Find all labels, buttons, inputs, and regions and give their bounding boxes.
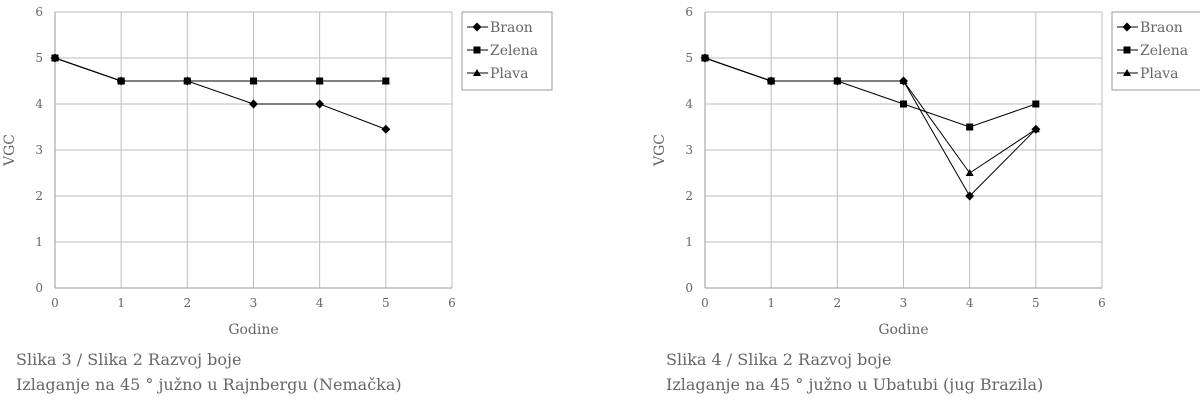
- x-tick-label: 5: [1032, 296, 1040, 310]
- data-point-plava: [833, 77, 842, 84]
- data-point-plava: [701, 54, 709, 61]
- figure-caption-right: Slika 4 / Slika 2 Razvoj boje Izlaganje …: [666, 347, 1043, 397]
- legend-marker-triangle: [1123, 69, 1131, 76]
- chart-panel-right: 0 1 2 3 4 5 6 0 1 2 3 4 5 6 Godine VGC Braon Zelena Plava …: [650, 0, 1200, 404]
- figure-caption-left: Slika 3 / Slika 2 Razvoj boje Izlaganje …: [16, 347, 402, 397]
- data-point-plava: [315, 77, 324, 84]
- data-point-braon: [315, 99, 325, 109]
- legend-marker-square: [473, 46, 481, 54]
- x-tick-label: 5: [382, 296, 390, 310]
- data-point-plava: [117, 77, 126, 84]
- y-tick-label: 4: [35, 97, 43, 111]
- x-tick-label: 4: [966, 296, 974, 310]
- legend-marker-diamond: [472, 22, 482, 32]
- legend-entry: Braon: [1140, 20, 1183, 36]
- x-axis-label: Godine: [228, 322, 278, 338]
- data-point-braon: [965, 191, 975, 201]
- caption-line-1: Slika 3 / Slika 2 Razvoj boje: [16, 350, 242, 369]
- x-tick-label: 0: [51, 296, 59, 310]
- y-axis-label: VGC: [652, 134, 668, 167]
- x-axis-label: Godine: [878, 322, 928, 338]
- data-point-plava: [1031, 125, 1040, 133]
- series-line-plava: [54, 57, 386, 82]
- y-tick-label: 2: [685, 189, 693, 203]
- x-tick-label: 4: [316, 296, 324, 310]
- y-tick-label: 0: [685, 281, 693, 295]
- data-point-zelena: [1032, 100, 1040, 108]
- series-line-zelena: [54, 57, 386, 82]
- y-tick-label: 2: [35, 189, 43, 203]
- x-tick-label: 1: [117, 296, 125, 310]
- chart-panel-left: 0 1 2 3 4 5 6 0 1 2 3 4 5 6 Godine VGC Braon Zelena Plava …: [0, 0, 560, 404]
- y-tick-label: 1: [35, 235, 43, 249]
- data-point-zelena: [966, 123, 974, 131]
- caption-line-2: Izlaganje na 45 ° južno u Rajnbergu (Nem…: [16, 375, 402, 394]
- caption-line-1: Slika 4 / Slika 2 Razvoj boje: [666, 350, 892, 369]
- data-point-plava: [183, 77, 192, 84]
- data-point-zelena: [900, 100, 907, 108]
- series-line-zelena: [704, 57, 1036, 128]
- x-tick-label: 1: [767, 296, 775, 310]
- data-point-plava: [965, 169, 974, 176]
- x-tick-label: 2: [184, 296, 192, 310]
- x-tick-label: 3: [250, 296, 258, 310]
- data-point-plava: [381, 77, 390, 84]
- data-point-braon: [381, 124, 391, 134]
- x-tick-label: 2: [834, 296, 842, 310]
- y-tick-label: 1: [685, 235, 693, 249]
- legend-entry: Plava: [1140, 66, 1179, 82]
- legend-entry: Zelena: [490, 43, 538, 59]
- x-tick-label: 3: [900, 296, 908, 310]
- legend-marker-diamond: [1122, 22, 1132, 32]
- y-tick-label: 3: [685, 143, 693, 157]
- data-point-braon: [249, 99, 258, 109]
- y-tick-label: 5: [35, 51, 43, 65]
- series-line-plava: [704, 57, 1037, 174]
- y-tick-label: 6: [685, 5, 693, 19]
- legend-entry: Zelena: [1140, 43, 1188, 59]
- line-chart-rajnberg: 0 1 2 3 4 5 6 0 1 2 3 4 5 6 Godine VGC Braon Zelena Plava: [2, 5, 553, 338]
- y-tick-label: 3: [35, 143, 43, 157]
- series-line-braon: [704, 57, 1037, 197]
- data-point-plava: [767, 77, 776, 84]
- y-tick-label: 4: [685, 97, 693, 111]
- data-point-plava: [51, 54, 59, 61]
- caption-line-2: Izlaganje na 45 ° južno u Ubatubi (jug B…: [666, 375, 1044, 394]
- x-tick-label: 6: [1098, 296, 1106, 310]
- series-line-braon: [54, 57, 387, 130]
- y-tick-label: 0: [35, 281, 43, 295]
- legend-marker-square: [1123, 46, 1131, 54]
- y-axis-label: VGC: [2, 134, 18, 167]
- legend-entry: Plava: [490, 66, 529, 82]
- legend-entry: Braon: [490, 20, 533, 36]
- line-chart-ubatuba: 0 1 2 3 4 5 6 0 1 2 3 4 5 6 Godine VGC Braon Zelena Plava: [652, 5, 1200, 338]
- y-tick-label: 6: [35, 5, 43, 19]
- legend-marker-triangle: [473, 69, 481, 76]
- x-tick-label: 6: [448, 296, 456, 310]
- x-tick-label: 0: [701, 296, 709, 310]
- y-tick-label: 5: [685, 51, 693, 65]
- data-point-plava: [899, 77, 908, 84]
- data-point-plava: [249, 77, 258, 84]
